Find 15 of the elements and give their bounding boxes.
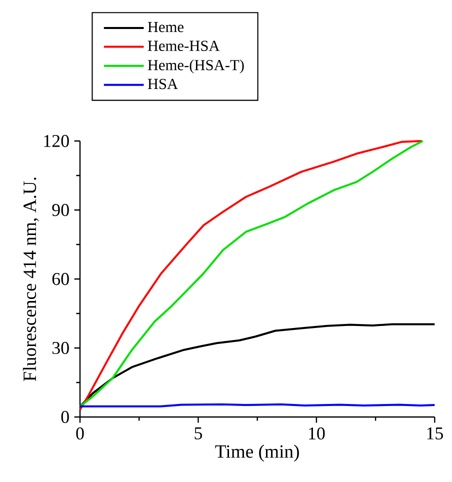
y-tick-label: 120 (44, 134, 69, 148)
legend-label: HSA (148, 78, 178, 90)
y-tick-label: 0 (61, 410, 69, 424)
x-tick-label: 10 (309, 427, 325, 440)
y-tick-label: 30 (52, 342, 69, 354)
y-tick-label: 60 (52, 272, 69, 286)
x-tick-label: 0 (76, 427, 84, 440)
y-axis-title: Fluorescence 414 nm, A.U. (22, 178, 39, 382)
x-tick-label: 5 (194, 427, 202, 440)
legend-label: Heme (148, 22, 184, 32)
legend-label: Heme-(HSA-T) (148, 60, 244, 74)
y-tick-label: 90 (52, 204, 69, 216)
legend-label: Heme-HSA (148, 40, 220, 51)
x-tick-label: 15 (427, 427, 443, 440)
x-axis-title: Time (min) (215, 444, 299, 462)
